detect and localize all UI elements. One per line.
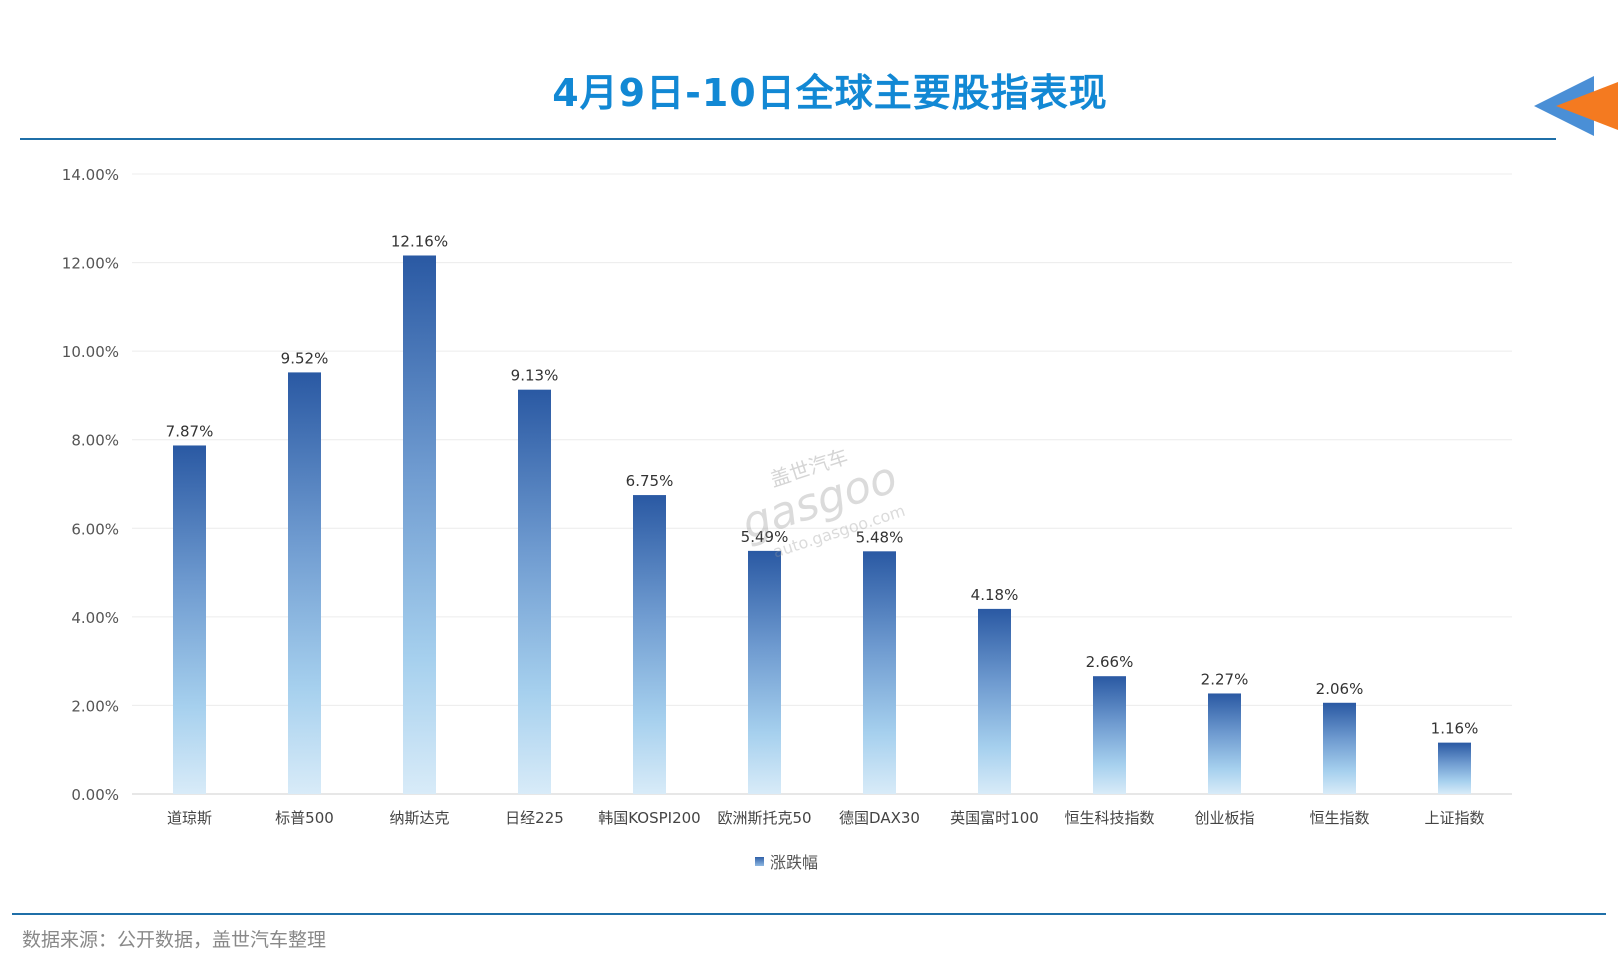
data-label: 6.75% — [626, 472, 674, 490]
y-tick-label: 12.00% — [62, 255, 119, 273]
gridlines — [132, 173, 1512, 795]
x-tick-label: 创业板指 — [1194, 809, 1254, 827]
legend-swatch — [755, 856, 764, 866]
source-note: 数据来源：公开数据，盖世汽车整理 — [22, 929, 327, 951]
y-tick-label: 0.00% — [71, 786, 119, 804]
y-axis-ticks: 0.00% 2.00% 4.00% 6.00% 8.00% 10.00% 12.00% 14.… — [62, 166, 119, 804]
bar-chart: 0.00% 2.00% 4.00% 6.00% 8.00% 10.00% 12.00% 14.… — [62, 166, 1512, 827]
x-tick-label: 恒生指数 — [1309, 809, 1369, 827]
data-label: 1.16% — [1431, 720, 1479, 738]
bar — [1323, 702, 1356, 794]
bar — [978, 608, 1011, 794]
y-tick-label: 8.00% — [71, 432, 119, 450]
x-axis-ticks: 道琼斯 标普500 纳斯达克 日经225 韩国KOSPI200 欧洲斯托克50 德国DAX3… — [167, 809, 1485, 827]
data-label: 2.66% — [1086, 653, 1134, 671]
data-label: 5.49% — [741, 528, 789, 546]
x-tick-label: 上证指数 — [1424, 809, 1484, 827]
data-label: 12.16% — [391, 232, 448, 250]
footer-divider — [12, 913, 1606, 915]
page-title: 4月9日-10日全球主要股指表现 — [552, 71, 1108, 115]
x-tick-label: 欧洲斯托克50 — [717, 809, 811, 827]
y-tick-label: 10.00% — [62, 343, 119, 361]
data-label: 7.87% — [166, 422, 214, 440]
y-tick-label: 2.00% — [71, 697, 119, 715]
bar — [748, 550, 781, 794]
corner-arrow-logo — [1534, 76, 1618, 136]
bar — [1208, 693, 1241, 794]
data-label: 9.52% — [281, 349, 329, 367]
y-tick-label: 4.00% — [71, 609, 119, 627]
bar — [403, 255, 436, 794]
bar — [1438, 742, 1471, 794]
legend-label: 涨跌幅 — [770, 853, 819, 872]
logo-orange-triangle — [1556, 82, 1618, 130]
y-tick-label: 14.00% — [62, 166, 119, 184]
data-labels: 7.87% 9.52% 12.16% 9.13% 6.75% 5.49% 5.48% 4.18… — [166, 232, 1479, 737]
chart-legend: 涨跌幅 — [755, 849, 818, 873]
x-tick-label: 道琼斯 — [167, 809, 212, 827]
bar — [288, 372, 321, 794]
bar — [863, 551, 896, 794]
data-label: 2.27% — [1201, 670, 1249, 688]
y-tick-label: 6.00% — [71, 520, 119, 538]
bar — [1093, 676, 1126, 794]
data-label: 5.48% — [856, 528, 904, 546]
x-tick-label: 德国DAX30 — [839, 809, 920, 827]
bars — [173, 255, 1471, 794]
data-label: 9.13% — [511, 367, 559, 385]
bar — [633, 495, 666, 794]
data-label: 2.06% — [1316, 680, 1364, 698]
bar — [518, 389, 551, 794]
x-tick-label: 日经225 — [505, 809, 564, 827]
data-label: 4.18% — [971, 586, 1019, 604]
bar — [173, 445, 206, 794]
x-tick-label: 恒生科技指数 — [1064, 809, 1154, 827]
x-tick-label: 纳斯达克 — [389, 809, 449, 827]
x-tick-label: 标普500 — [275, 809, 334, 827]
x-tick-label: 英国富时100 — [950, 809, 1039, 827]
x-tick-label: 韩国KOSPI200 — [598, 809, 700, 827]
title-divider — [20, 138, 1556, 140]
gasgoo-watermark: 盖世汽车 gasgoo auto.gasgoo.com — [736, 444, 908, 560]
